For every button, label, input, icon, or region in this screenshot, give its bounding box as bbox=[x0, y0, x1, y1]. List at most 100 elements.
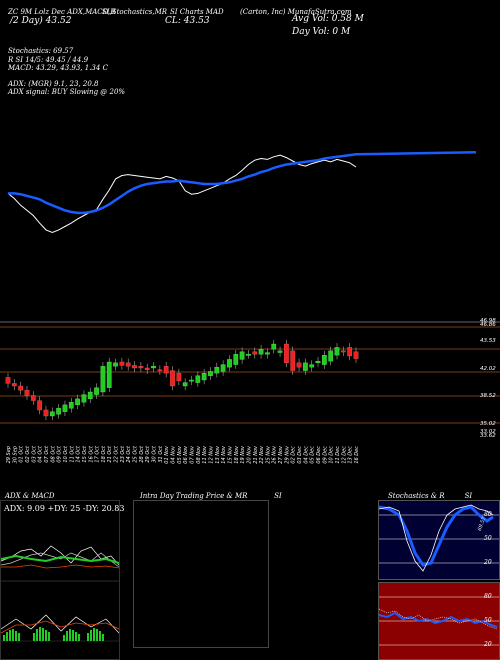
date-label: 25 Oct bbox=[133, 445, 139, 463]
candle-body bbox=[208, 371, 213, 376]
header-line1d: (Carton, Inc) MunafaSutra.com bbox=[240, 8, 352, 16]
intraday-panel bbox=[133, 500, 269, 648]
candle-body bbox=[37, 400, 42, 411]
date-label: 30 Sep bbox=[12, 446, 18, 463]
candle-body bbox=[49, 411, 55, 417]
date-label: 12 Nov bbox=[208, 445, 214, 464]
date-label: 01 Oct bbox=[19, 445, 25, 463]
rsi-plot bbox=[379, 596, 499, 646]
candle-body bbox=[43, 409, 49, 417]
header-line1c: SI Charts MAD bbox=[170, 8, 224, 16]
date-label: 01 Nov bbox=[164, 445, 170, 464]
stochastics-readout: Stochastics: 69.57 bbox=[8, 47, 74, 55]
date-label: 08 Nov bbox=[196, 445, 202, 464]
candle-body bbox=[258, 348, 264, 355]
date-label: 15 Oct bbox=[82, 445, 88, 463]
candle-body bbox=[100, 366, 106, 393]
date-label: 16 Dec bbox=[354, 446, 360, 464]
price-label: 46.86 bbox=[480, 322, 496, 328]
candle-body bbox=[322, 354, 327, 365]
adx-macd-panel: ADX: 9.09 +DY: 25 -DY: 20.83 bbox=[0, 500, 124, 660]
date-label: 03 Dec bbox=[297, 446, 303, 464]
date-label: 10 Oct bbox=[63, 445, 69, 463]
close-label: CL: 43.53 bbox=[165, 16, 210, 26]
candle-body bbox=[18, 385, 24, 391]
adx-readout: ADX: (MGR) 9.1, 23, 20.8 bbox=[8, 80, 99, 88]
candle-body bbox=[68, 402, 74, 409]
date-label: 04 Nov bbox=[171, 445, 177, 464]
date-label: 16 Oct bbox=[88, 445, 94, 463]
adx-macd-plot bbox=[1, 545, 119, 642]
stoch-level-20: 20 bbox=[484, 559, 492, 566]
candle-body bbox=[189, 379, 194, 382]
candle-body bbox=[347, 347, 353, 357]
date-label: 22 Nov bbox=[259, 445, 265, 464]
candle-body bbox=[252, 351, 258, 355]
candle-body bbox=[265, 352, 270, 355]
candle-body bbox=[296, 362, 302, 368]
candle-body bbox=[125, 362, 131, 367]
date-label: 09 Dec bbox=[322, 446, 328, 464]
date-label: 03 Oct bbox=[31, 445, 37, 463]
candle-body bbox=[214, 366, 220, 374]
date-label: 05 Nov bbox=[177, 445, 183, 464]
date-label: 11 Nov bbox=[202, 445, 208, 464]
candle-body bbox=[132, 365, 137, 369]
date-label: 04 Dec bbox=[303, 446, 309, 464]
date-label: 31 Oct bbox=[158, 445, 164, 463]
date-label: 14 Nov bbox=[221, 445, 227, 464]
candle-body bbox=[87, 391, 93, 400]
date-label: 09 Oct bbox=[57, 445, 63, 463]
date-label: 13 Dec bbox=[348, 446, 354, 464]
rsi-panel: 80 50 20 bbox=[378, 582, 500, 660]
candle-body bbox=[239, 351, 245, 360]
candle-body bbox=[151, 366, 156, 369]
price-label: 43.53 bbox=[480, 338, 496, 344]
candle-body bbox=[163, 366, 169, 374]
candle-body bbox=[106, 361, 112, 388]
date-label: 20 Nov bbox=[246, 445, 252, 464]
date-label: 15 Nov bbox=[227, 445, 233, 464]
date-label: 12 Dec bbox=[341, 446, 347, 464]
candle-body bbox=[227, 359, 232, 368]
price-label: 35.02 bbox=[480, 421, 496, 427]
stoch-level-50: 50 bbox=[484, 535, 492, 542]
rsi-level-50: 50 bbox=[484, 617, 492, 624]
candle-body bbox=[353, 351, 359, 359]
price-label: 38.52 bbox=[480, 393, 496, 399]
intraday-title: Intra Day Trading Price & MR SI bbox=[140, 492, 282, 500]
date-label: 21 Oct bbox=[107, 445, 113, 463]
day-label: /2 Day) 43.52 bbox=[10, 16, 72, 26]
day-vol: Day Vol: 0 M bbox=[292, 27, 351, 37]
ma-line bbox=[8, 153, 357, 215]
date-label: 08 Oct bbox=[50, 445, 56, 463]
date-label: 18 Nov bbox=[234, 445, 240, 464]
date-label: 18 Oct bbox=[101, 445, 107, 463]
date-label: 27 Nov bbox=[278, 445, 284, 464]
adx-signal: ADX signal: BUY Slowing @ 20% bbox=[8, 88, 126, 96]
candle-body bbox=[11, 383, 17, 387]
date-label: 17 Oct bbox=[95, 445, 101, 463]
candle-body bbox=[290, 350, 296, 371]
price-label: 33.62 bbox=[480, 433, 496, 439]
candle-body bbox=[75, 398, 80, 406]
candle-body bbox=[277, 350, 283, 353]
candle-body bbox=[284, 343, 289, 364]
candle-body bbox=[195, 375, 201, 383]
candle-body bbox=[138, 366, 144, 369]
date-label: 05 Dec bbox=[310, 446, 316, 464]
date-label: 02 Dec bbox=[291, 446, 297, 464]
candle-body bbox=[5, 377, 11, 384]
rsi-level-20: 20 bbox=[484, 641, 492, 648]
date-label: 13 Nov bbox=[215, 445, 221, 464]
stoch-rsi-title: Stochastics & R SI bbox=[388, 492, 473, 500]
candle-body bbox=[220, 364, 226, 372]
candle-body bbox=[170, 370, 175, 387]
stochastics-plot bbox=[379, 504, 499, 572]
candle-body bbox=[24, 390, 30, 396]
adx-macd-title: ADX & MACD bbox=[5, 492, 55, 500]
date-label: 23 Oct bbox=[120, 445, 126, 463]
candle-body bbox=[62, 404, 68, 412]
ma-line-tail bbox=[355, 151, 477, 156]
